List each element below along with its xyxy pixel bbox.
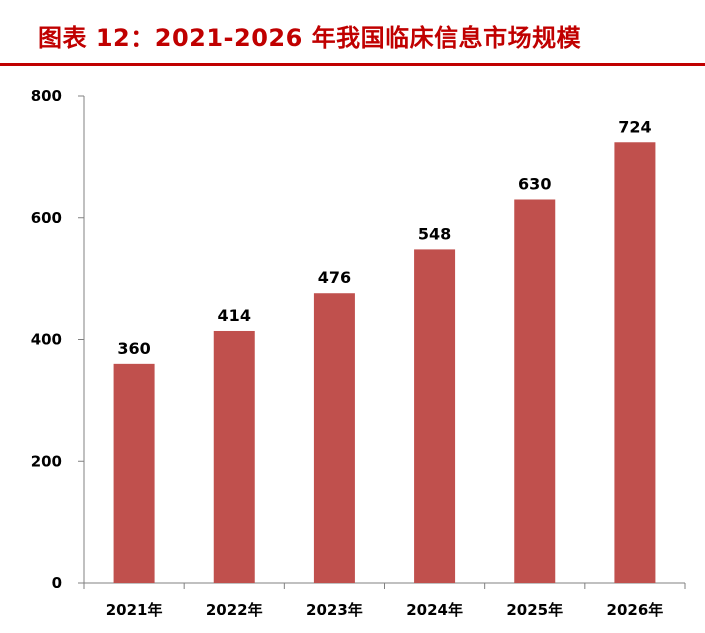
x-tick-label: 2024年 [406, 601, 463, 619]
bar [414, 249, 456, 583]
data-label: 360 [117, 339, 150, 358]
data-label: 724 [618, 117, 651, 136]
x-tick-label: 2025年 [506, 601, 563, 619]
bar [113, 363, 155, 583]
y-tick-label: 800 [31, 87, 62, 105]
x-tick-label: 2023年 [306, 601, 363, 619]
y-tick-label: 0 [52, 574, 62, 592]
y-tick-label: 400 [31, 331, 62, 349]
data-label: 414 [218, 306, 251, 325]
data-label: 548 [418, 224, 451, 243]
data-label: 630 [518, 174, 551, 193]
chart-header: 图表 12：2021-2026 年我国临床信息市场规模 [0, 0, 705, 66]
bar [313, 293, 355, 583]
bar [614, 142, 656, 583]
x-tick-label: 2021年 [106, 601, 163, 619]
y-tick-label: 200 [31, 452, 62, 470]
title-underline [0, 63, 705, 66]
data-label: 476 [318, 268, 351, 287]
chart-title: 图表 12：2021-2026 年我国临床信息市场规模 [38, 24, 582, 52]
x-tick-label: 2026年 [607, 601, 664, 619]
bar [514, 199, 556, 584]
x-tick-label: 2022年 [206, 601, 263, 619]
y-tick-label: 600 [31, 209, 62, 227]
bar [213, 330, 255, 583]
